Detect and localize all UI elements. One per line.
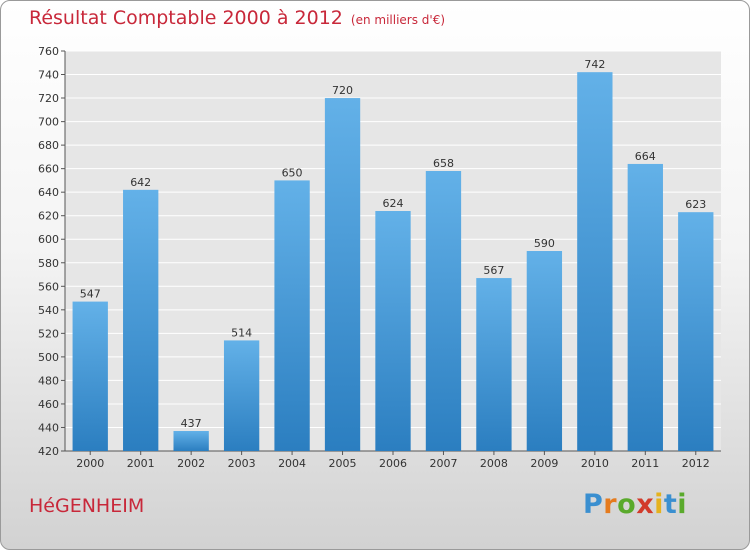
bar	[577, 72, 613, 452]
logo-letter: i	[677, 489, 688, 520]
x-tick-label: 2005	[329, 457, 357, 470]
logo-letter: o	[617, 489, 637, 520]
y-tick-label: 580	[38, 257, 59, 270]
y-tick-label: 700	[38, 116, 59, 129]
bar-value-label: 650	[282, 166, 303, 179]
y-tick-label: 480	[38, 374, 59, 387]
bar	[173, 431, 209, 451]
bar-value-label: 624	[383, 197, 404, 210]
x-tick-label: 2000	[76, 457, 104, 470]
logo-letter: P	[583, 489, 604, 520]
bar	[526, 251, 563, 451]
bar	[476, 278, 512, 451]
bar	[123, 189, 159, 451]
y-tick-label: 560	[38, 280, 59, 293]
y-tick-label: 740	[38, 69, 59, 82]
y-tick-label: 440	[38, 421, 59, 434]
chart-subtitle: (en milliers d'€)	[350, 13, 446, 27]
y-tick-label: 520	[38, 327, 59, 340]
x-tick-label: 2007	[429, 457, 457, 470]
city-name: HéGENHEIM	[29, 495, 145, 517]
x-tick-label: 2002	[177, 457, 205, 470]
bar	[72, 301, 108, 451]
bar-value-label: 720	[332, 84, 353, 97]
logo-letter: x	[636, 489, 655, 520]
y-tick-label: 460	[38, 398, 59, 411]
bar-value-label: 437	[181, 417, 202, 430]
bar-value-label: 623	[685, 198, 706, 211]
bar-value-label: 590	[534, 237, 555, 250]
logo-letter: i	[654, 489, 664, 520]
y-tick-label: 620	[38, 210, 59, 223]
y-tick-label: 640	[38, 186, 59, 199]
bar-value-label: 642	[130, 176, 151, 189]
y-tick-label: 760	[38, 45, 59, 58]
bar-value-label: 514	[231, 326, 252, 339]
x-tick-label: 2011	[631, 457, 659, 470]
x-tick-label: 2003	[228, 457, 256, 470]
bar-value-label: 742	[584, 58, 605, 71]
proxiti-logo: Proxiti	[583, 489, 687, 520]
bar	[324, 98, 361, 451]
chart-title: Résultat Comptable 2000 à 2012 (en millie…	[29, 7, 445, 29]
y-tick-label: 720	[38, 92, 59, 105]
bar-value-label: 547	[80, 288, 101, 301]
y-tick-label: 500	[38, 351, 59, 364]
bar	[678, 212, 714, 451]
x-tick-label: 2001	[127, 457, 155, 470]
y-tick-label: 680	[38, 139, 59, 152]
bar	[274, 180, 310, 452]
x-tick-label: 2009	[530, 457, 558, 470]
bar	[223, 340, 260, 451]
chart-title-text: Résultat Comptable 2000 à 2012	[29, 7, 343, 29]
x-tick-label: 2010	[581, 457, 609, 470]
x-tick-label: 2006	[379, 457, 407, 470]
bar-value-label: 567	[483, 264, 504, 277]
x-tick-label: 2012	[682, 457, 710, 470]
y-tick-label: 420	[38, 445, 59, 458]
y-tick-label: 540	[38, 304, 59, 317]
bar-value-label: 658	[433, 157, 454, 170]
y-tick-label: 600	[38, 233, 59, 246]
x-tick-label: 2004	[278, 457, 306, 470]
bar	[425, 171, 462, 451]
bar-value-label: 664	[635, 150, 656, 163]
bar	[375, 211, 411, 451]
y-tick-label: 660	[38, 163, 59, 176]
logo-letter: t	[663, 489, 678, 520]
logo-letter: r	[603, 489, 618, 520]
x-tick-label: 2008	[480, 457, 508, 470]
bar	[627, 163, 663, 452]
